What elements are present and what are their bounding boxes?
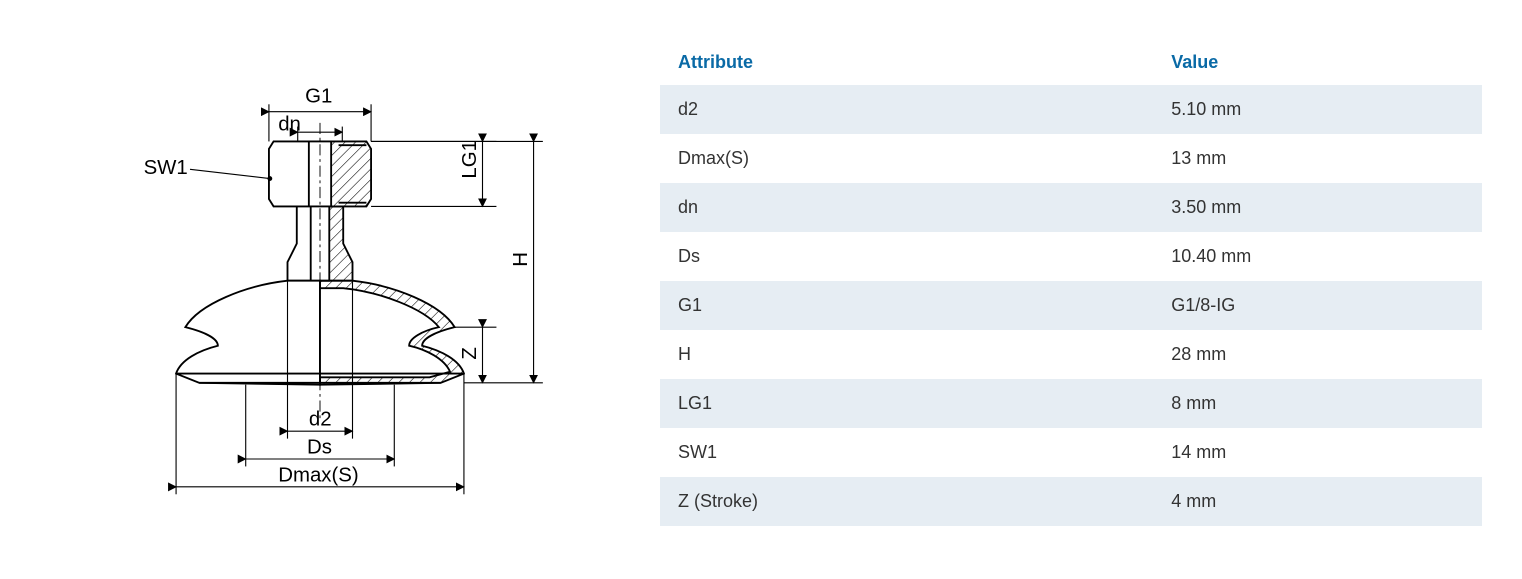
attr-cell: Ds <box>660 232 1153 281</box>
attr-cell: SW1 <box>660 428 1153 477</box>
value-cell: 3.50 mm <box>1153 183 1482 232</box>
header-value: Value <box>1153 40 1482 85</box>
table-row: d25.10 mm <box>660 85 1482 134</box>
label-dn: dn <box>278 113 301 135</box>
attr-cell: dn <box>660 183 1153 232</box>
attr-cell: Z (Stroke) <box>660 477 1153 526</box>
value-cell: 10.40 mm <box>1153 232 1482 281</box>
technical-drawing: G1 dn SW1 LG1 H Z d2 Ds Dmax(S) <box>40 30 600 550</box>
drawing-svg: G1 dn SW1 LG1 H Z d2 Ds Dmax(S) <box>60 40 580 540</box>
header-attribute: Attribute <box>660 40 1153 85</box>
attribute-table-panel: Attribute Value d25.10 mmDmax(S)13 mmdn3… <box>600 30 1482 526</box>
value-cell: 13 mm <box>1153 134 1482 183</box>
label-g1: G1 <box>305 85 332 107</box>
label-sw1: SW1 <box>144 157 188 179</box>
value-cell: 8 mm <box>1153 379 1482 428</box>
label-lg1: LG1 <box>459 140 481 179</box>
value-cell: 28 mm <box>1153 330 1482 379</box>
label-dmax: Dmax(S) <box>278 464 359 486</box>
value-cell: 4 mm <box>1153 477 1482 526</box>
attr-cell: d2 <box>660 85 1153 134</box>
label-d2: d2 <box>309 409 332 431</box>
value-cell: G1/8-IG <box>1153 281 1482 330</box>
attr-cell: H <box>660 330 1153 379</box>
table-row: SW114 mm <box>660 428 1482 477</box>
value-cell: 5.10 mm <box>1153 85 1482 134</box>
label-z: Z <box>459 347 481 359</box>
label-h: H <box>510 252 532 267</box>
table-row: Dmax(S)13 mm <box>660 134 1482 183</box>
attribute-table: Attribute Value d25.10 mmDmax(S)13 mmdn3… <box>660 40 1482 526</box>
attr-cell: G1 <box>660 281 1153 330</box>
value-cell: 14 mm <box>1153 428 1482 477</box>
table-row: G1G1/8-IG <box>660 281 1482 330</box>
attr-cell: LG1 <box>660 379 1153 428</box>
table-row: Z (Stroke)4 mm <box>660 477 1482 526</box>
label-ds: Ds <box>307 436 332 458</box>
table-row: Ds10.40 mm <box>660 232 1482 281</box>
table-row: dn3.50 mm <box>660 183 1482 232</box>
table-row: LG18 mm <box>660 379 1482 428</box>
attr-cell: Dmax(S) <box>660 134 1153 183</box>
table-row: H28 mm <box>660 330 1482 379</box>
